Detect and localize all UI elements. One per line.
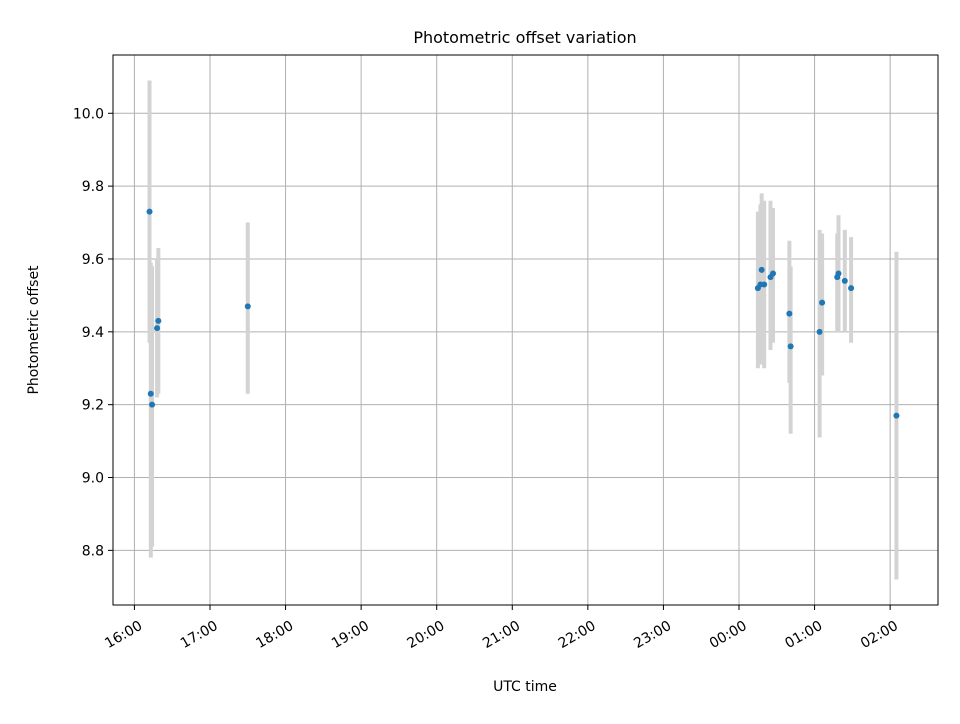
y-tick-label: 9.6 [82, 252, 104, 268]
data-point [848, 285, 855, 292]
y-tick-label: 9.0 [82, 471, 104, 487]
y-tick-label: 10.0 [73, 106, 104, 122]
data-point [893, 412, 900, 419]
data-point [146, 208, 153, 215]
data-point [147, 390, 154, 397]
y-tick-label: 9.8 [82, 179, 104, 195]
data-point [761, 281, 768, 288]
data-point [835, 270, 842, 277]
y-tick-label: 9.4 [82, 325, 104, 341]
data-point [841, 277, 848, 284]
data-point [149, 401, 156, 408]
data-point [244, 303, 251, 310]
data-point [155, 317, 162, 324]
data-point [758, 266, 765, 273]
x-axis-label: UTC time [493, 679, 557, 695]
plot-frame [112, 54, 939, 606]
y-axis-ticks: 8.8 9.0 9.2 9.4 9.6 9.8 10.0 [73, 106, 113, 559]
y-axis-label: Photometric offset [26, 265, 42, 395]
data-point [816, 328, 823, 335]
grid-layer [113, 55, 938, 605]
chart-title: Photometric offset variation [413, 28, 636, 47]
point-layer [146, 208, 900, 419]
data-point [786, 310, 793, 317]
data-point [787, 343, 794, 350]
y-tick-label: 8.8 [82, 543, 104, 559]
data-point [154, 325, 161, 332]
data-point [770, 270, 776, 277]
data-point [819, 299, 826, 306]
y-tick-label: 9.2 [82, 398, 104, 414]
